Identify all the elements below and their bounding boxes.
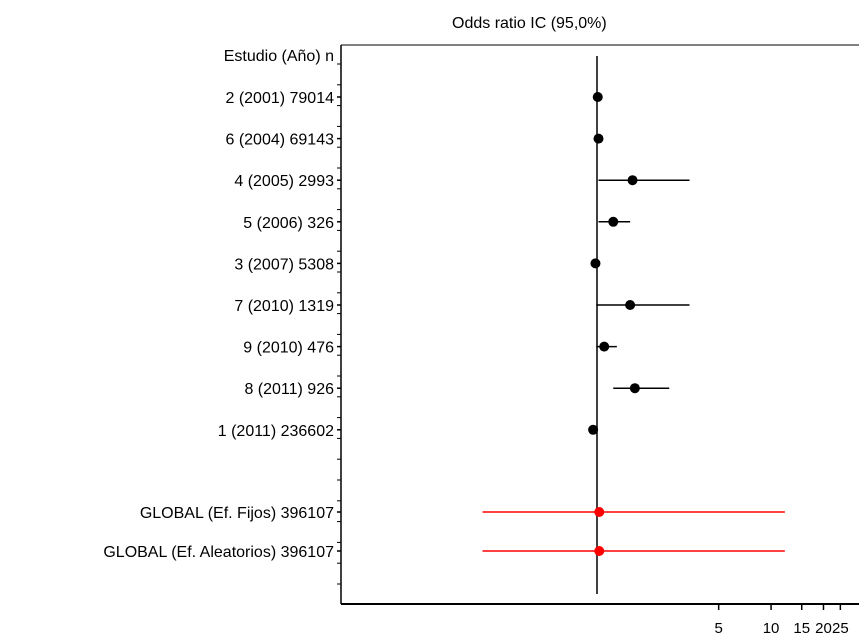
pooled-row: GLOBAL (Ef. Fijos) 396107 — [140, 505, 785, 522]
point-estimate — [594, 546, 605, 556]
x-tick-label: 25 — [832, 620, 849, 637]
chart-title: Odds ratio IC (95,0%) — [452, 15, 607, 32]
x-tick-label: 10 — [763, 620, 780, 637]
y-axis-ticks — [337, 63, 341, 585]
study-label: 3 (2007) 5308 — [234, 256, 334, 273]
x-axis-ticks: 5 10 15 20 25 — [715, 604, 849, 637]
x-tick-label: 5 — [715, 620, 723, 637]
study-row: 9 (2010) 476 — [243, 340, 617, 357]
study-row: 2 (2001) 79014 — [225, 90, 603, 107]
point-estimate — [627, 175, 638, 186]
study-header-label: Estudio (Año) n — [224, 48, 334, 65]
point-estimate — [608, 216, 619, 227]
pooled-label: GLOBAL (Ef. Fijos) 396107 — [140, 505, 334, 522]
study-label: 9 (2010) 476 — [243, 340, 334, 357]
study-row: 7 (2010) 1319 — [234, 298, 690, 315]
study-row: 5 (2006) 326 — [243, 215, 631, 232]
pooled-row: GLOBAL (Ef. Aleatorios) 396107 — [103, 544, 785, 561]
point-estimate — [588, 424, 599, 435]
study-row: 3 (2007) 5308 — [234, 256, 601, 273]
point-estimate — [599, 341, 610, 352]
point-estimate — [590, 258, 601, 269]
x-tick-label: 20 — [815, 620, 832, 637]
point-estimate — [629, 383, 640, 394]
point-estimate — [625, 300, 636, 310]
point-estimate — [593, 133, 604, 144]
pooled-label: GLOBAL (Ef. Aleatorios) 396107 — [103, 544, 334, 561]
study-label: 5 (2006) 326 — [243, 215, 334, 232]
study-row: 4 (2005) 2993 — [234, 173, 690, 190]
study-label: 4 (2005) 2993 — [234, 173, 334, 190]
study-rows: 2 (2001) 79014 6 (2004) 69143 4 (2005) 299… — [103, 90, 785, 561]
study-row: 8 (2011) 926 — [244, 381, 670, 398]
x-tick-label: 15 — [793, 620, 810, 637]
study-row: 6 (2004) 69143 — [225, 132, 604, 149]
study-label: 6 (2004) 69143 — [225, 132, 334, 149]
point-estimate — [594, 507, 605, 517]
study-row: 1 (2011) 236602 — [218, 423, 599, 440]
study-label: 7 (2010) 1319 — [234, 298, 334, 315]
point-estimate — [592, 92, 603, 102]
study-label: 1 (2011) 236602 — [218, 423, 334, 440]
study-label: 2 (2001) 79014 — [225, 90, 334, 107]
study-label: 8 (2011) 926 — [244, 381, 334, 398]
